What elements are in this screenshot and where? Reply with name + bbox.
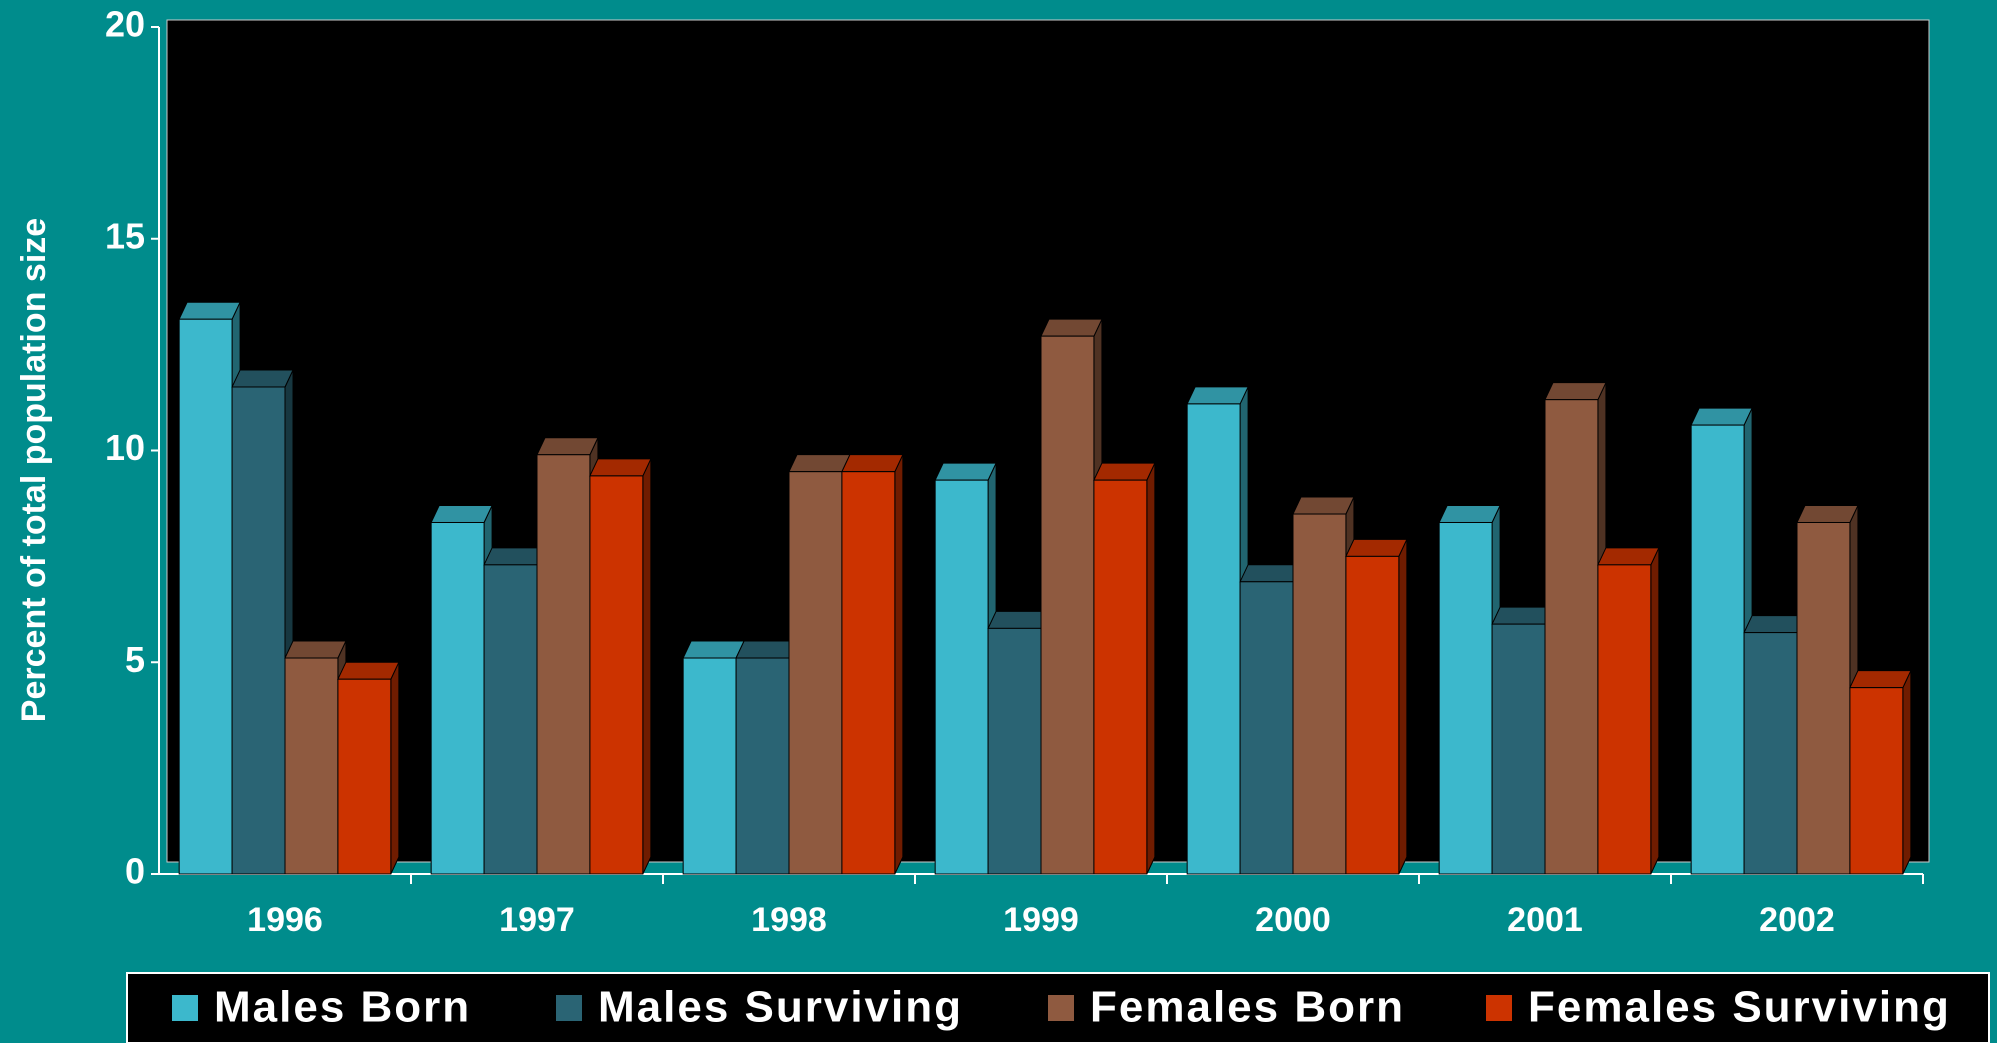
bar-side	[1650, 547, 1660, 875]
legend-swatch	[172, 995, 198, 1021]
bar	[1743, 632, 1798, 875]
bar	[1093, 479, 1148, 875]
legend-label: Males Surviving	[598, 983, 963, 1032]
bar-top	[178, 301, 241, 320]
bar-side	[1398, 539, 1408, 875]
bar-top	[1093, 462, 1156, 481]
bar	[1849, 687, 1904, 875]
bar	[1292, 513, 1347, 875]
bar-top	[483, 547, 546, 566]
legend-label: Males Born	[214, 983, 471, 1032]
bar-top	[536, 437, 599, 456]
bar-top	[231, 369, 294, 388]
bar-top	[987, 610, 1050, 629]
bar-top	[589, 458, 652, 477]
bar-top	[1544, 382, 1607, 401]
bar	[934, 479, 989, 875]
bar-side	[894, 454, 904, 875]
y-axis-label: Percent of total population size	[15, 218, 53, 722]
bar-top	[1345, 538, 1408, 557]
bar-side	[1902, 670, 1912, 875]
legend-swatch	[1486, 995, 1512, 1021]
bar-top	[841, 454, 904, 473]
bar	[337, 678, 392, 875]
y-tick-label: 15	[105, 215, 145, 256]
bar-top	[1438, 504, 1501, 523]
bar-top	[1690, 407, 1753, 426]
bar	[788, 471, 843, 875]
bar-side	[390, 661, 400, 875]
x-tick-label: 1998	[751, 901, 827, 939]
bar-top	[1597, 547, 1660, 566]
bar-top	[934, 462, 997, 481]
legend-label: Females Born	[1090, 983, 1405, 1032]
bar-side	[642, 458, 652, 875]
bar	[1597, 564, 1652, 875]
bar-top	[1292, 496, 1355, 515]
bar-top	[1743, 615, 1806, 634]
bar	[178, 318, 233, 875]
bar-top	[1040, 318, 1103, 337]
y-tick-label: 10	[105, 427, 145, 468]
bar	[1239, 581, 1294, 875]
x-tick-label: 2000	[1255, 901, 1331, 939]
bar-top	[1239, 564, 1302, 583]
legend-label: Females Surviving	[1528, 983, 1951, 1032]
bar	[589, 475, 644, 875]
bar	[1544, 399, 1599, 875]
bar	[284, 657, 339, 875]
bar-top	[1796, 504, 1859, 523]
bar	[1186, 403, 1241, 875]
legend-swatch	[1048, 995, 1074, 1021]
bar	[735, 657, 790, 875]
x-tick-label: 1996	[247, 901, 323, 939]
bar	[536, 454, 591, 875]
bar-top	[735, 640, 798, 659]
y-tick-label: 5	[125, 639, 145, 680]
bar-top	[1849, 670, 1912, 689]
y-tick-label: 20	[105, 4, 145, 45]
bar	[430, 521, 485, 875]
bar	[1796, 521, 1851, 875]
bar-top	[430, 504, 493, 523]
bar	[1690, 424, 1745, 875]
bar	[841, 471, 896, 875]
bar-side	[1146, 462, 1156, 875]
legend-swatch	[556, 995, 582, 1021]
bar	[1491, 623, 1546, 875]
bar	[231, 386, 286, 875]
bar	[1438, 521, 1493, 875]
bar-top	[1491, 606, 1554, 625]
bar-top	[1186, 386, 1249, 405]
bar	[483, 564, 538, 875]
bar	[987, 627, 1042, 875]
x-tick-label: 1997	[499, 901, 575, 939]
y-tick-label: 0	[125, 851, 145, 892]
bar-top	[284, 640, 347, 659]
bar	[682, 657, 737, 875]
bar	[1345, 555, 1400, 875]
x-tick-label: 2001	[1507, 901, 1583, 939]
bar-top	[788, 454, 851, 473]
x-tick-label: 2002	[1759, 901, 1835, 939]
bar-top	[337, 661, 400, 680]
bar-top	[682, 640, 745, 659]
x-tick-label: 1999	[1003, 901, 1079, 939]
bar	[1040, 335, 1095, 875]
